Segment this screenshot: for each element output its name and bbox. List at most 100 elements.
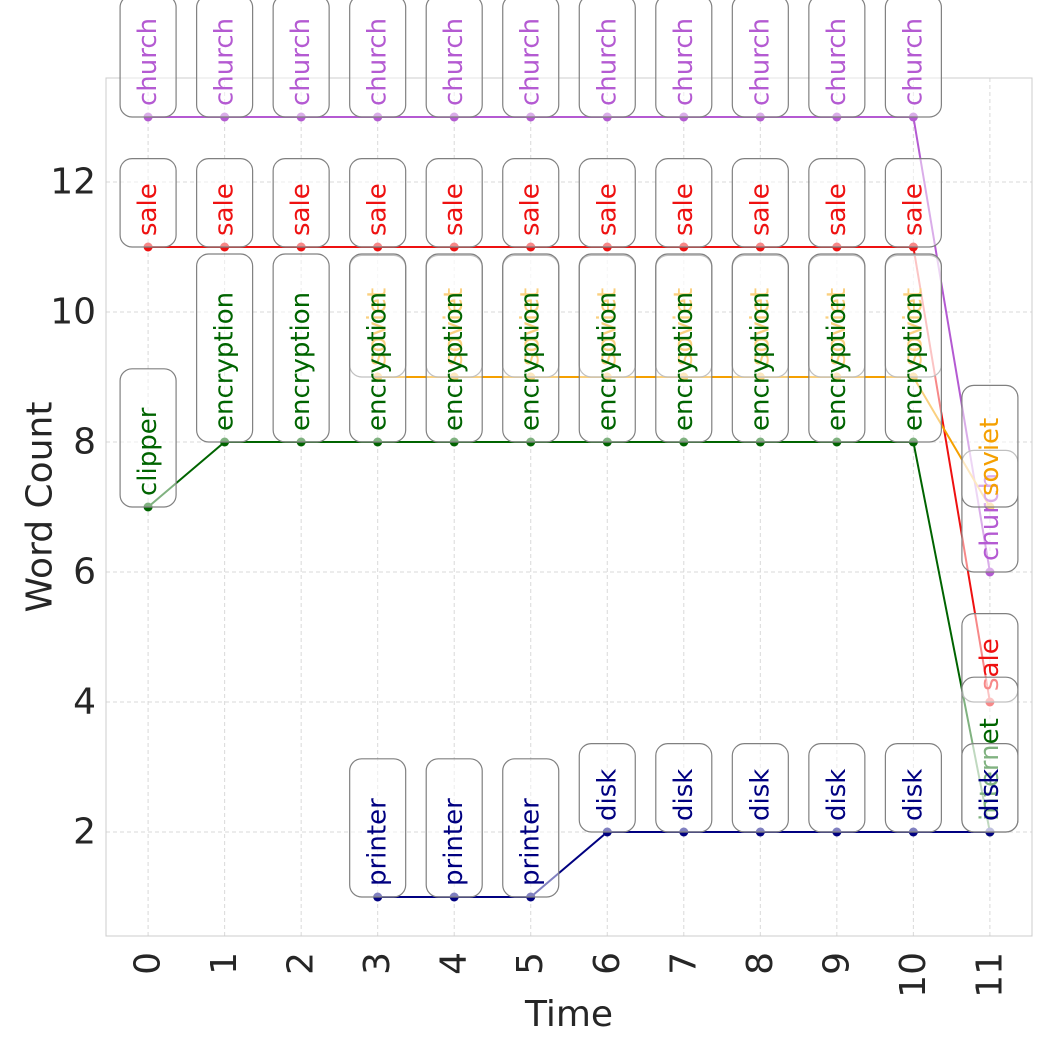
word-label: sale — [439, 183, 469, 236]
word-label-frame — [196, 158, 254, 248]
plot-frame — [105, 77, 1033, 937]
word-label-frame — [884, 158, 942, 248]
word-label: church — [286, 18, 316, 106]
word-label-box: sale — [272, 158, 330, 248]
word-label-frame — [425, 158, 483, 248]
word-label-box: encryption — [196, 253, 254, 443]
y-tick-label: 4 — [73, 682, 96, 723]
word-label: church — [439, 18, 469, 106]
word-label-frame — [578, 253, 636, 443]
word-label-frame — [272, 158, 330, 248]
word-label: disk — [592, 769, 622, 821]
word-label-frame — [578, 742, 636, 833]
x-tick-label: 10 — [893, 952, 934, 998]
word-label: disk — [975, 769, 1005, 821]
x-tick-label: 6 — [587, 952, 628, 975]
word-label-frame — [655, 0, 713, 118]
word-label: printer — [363, 798, 393, 886]
word-label: church — [210, 18, 240, 106]
word-label-box: church — [655, 0, 713, 118]
word-label-box: sale — [349, 158, 407, 248]
word-label: encryption — [822, 292, 852, 431]
word-label: sale — [363, 183, 393, 236]
word-label-box: encryption — [349, 253, 407, 443]
word-labels: church church church church church church chur… — [119, 0, 1019, 898]
x-tick-label: 5 — [510, 952, 551, 975]
word-label-frame — [196, 253, 254, 443]
word-label-frame — [808, 253, 866, 443]
word-label-box: printer — [502, 758, 560, 898]
word-label-box: disk — [884, 742, 942, 833]
word-label-frame — [349, 158, 407, 248]
word-label-frame — [502, 253, 560, 443]
word-label-frame — [731, 742, 789, 833]
word-label-frame — [808, 0, 866, 118]
word-label: sale — [516, 183, 546, 236]
y-axis-title: Word Count — [20, 402, 61, 613]
y-tick-label: 10 — [50, 292, 96, 333]
x-tick-label: 9 — [816, 952, 857, 975]
word-label-box: sale — [578, 158, 636, 248]
word-label: sale — [286, 183, 316, 236]
word-label-box: sale — [119, 158, 177, 248]
word-label-frame — [808, 158, 866, 248]
word-label-frame — [196, 0, 254, 118]
y-tick-label: 8 — [73, 422, 96, 463]
word-label-box: sale — [884, 158, 942, 248]
word-label-frame — [425, 758, 483, 898]
word-label: clipper — [133, 407, 163, 496]
word-label: soviet — [975, 418, 1005, 496]
word-label-frame — [502, 0, 560, 118]
word-label: disk — [898, 769, 928, 821]
word-label: disk — [669, 769, 699, 821]
word-label-box: church — [808, 0, 866, 118]
word-label-frame — [349, 253, 407, 443]
word-label: encryption — [286, 292, 316, 431]
word-label-box: church — [272, 0, 330, 118]
x-tick-label: 0 — [128, 952, 169, 975]
word-label-box: disk — [808, 742, 866, 833]
word-label: church — [745, 18, 775, 106]
word-label-box: sale — [655, 158, 713, 248]
word-label-frame — [272, 253, 330, 443]
word-label-box: printer — [349, 758, 407, 898]
x-tick-label: 4 — [434, 952, 475, 975]
word-label-frame — [119, 0, 177, 118]
word-label-box: church — [578, 0, 636, 118]
word-label-box: sale — [425, 158, 483, 248]
word-label: encryption — [439, 292, 469, 431]
word-label: church — [669, 18, 699, 106]
word-label-box: encryption — [655, 253, 713, 443]
series-lines — [143, 112, 995, 902]
word-label-frame — [731, 0, 789, 118]
word-label-frame — [272, 0, 330, 118]
word-label-frame — [425, 0, 483, 118]
x-tick-label: 8 — [740, 952, 781, 975]
word-label-box: encryption — [502, 253, 560, 443]
word-label: encryption — [210, 292, 240, 431]
word-label-box: disk — [578, 742, 636, 833]
word-label: sale — [592, 183, 622, 236]
x-tick-label: 3 — [357, 952, 398, 975]
x-tick-label: 7 — [663, 952, 704, 975]
word-label: church — [822, 18, 852, 106]
word-label-box: disk — [961, 742, 1019, 833]
word-label-frame — [961, 742, 1019, 833]
word-label: sale — [133, 183, 163, 236]
word-label: encryption — [363, 292, 393, 431]
word-label-box: church — [119, 0, 177, 118]
word-label: sale — [822, 183, 852, 236]
x-tick-label: 11 — [969, 952, 1010, 998]
word-label-frame — [349, 758, 407, 898]
word-label-box: church — [196, 0, 254, 118]
word-label-box: encryption — [731, 253, 789, 443]
word-label: church — [516, 18, 546, 106]
word-label: encryption — [745, 292, 775, 431]
word-label: sale — [745, 183, 775, 236]
word-label-box: encryption — [808, 253, 866, 443]
word-label-frame — [808, 742, 866, 833]
word-label-box: soviet — [961, 384, 1019, 508]
word-label-box: printer — [425, 758, 483, 898]
